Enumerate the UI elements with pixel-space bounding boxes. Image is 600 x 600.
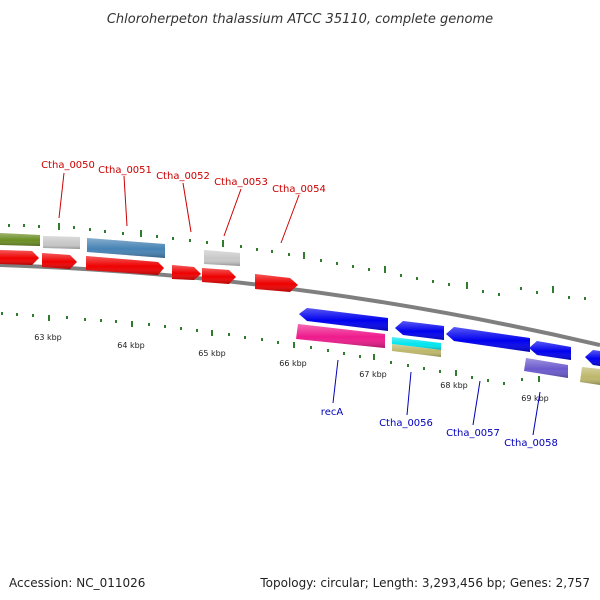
- scale-label: 68 kbp: [440, 381, 468, 390]
- gene-feature[interactable]: [395, 321, 444, 340]
- lower-gene-row: [296, 324, 600, 385]
- gene-label[interactable]: Ctha_0054: [272, 184, 326, 195]
- map-title: Chloroherpeton thalassium ATCC 35110, co…: [107, 12, 493, 27]
- topology-stats: Topology: circular; Length: 3,293,456 bp…: [259, 576, 590, 590]
- gene-feature[interactable]: [585, 350, 600, 366]
- gene-label[interactable]: Ctha_0056: [379, 418, 433, 429]
- gene-feature[interactable]: [42, 253, 77, 269]
- accession-text: Accession: NC_011026: [9, 576, 145, 590]
- gene-label[interactable]: Ctha_0050: [41, 160, 95, 171]
- upper-gene-row: [0, 233, 240, 266]
- gene-feature[interactable]: [202, 268, 236, 284]
- lower-blue-gene-row: [299, 308, 600, 366]
- gene-label[interactable]: Ctha_0057: [446, 428, 500, 439]
- label-leader: [332, 359, 339, 404]
- gene-feature[interactable]: [87, 238, 165, 258]
- gene-feature[interactable]: [529, 341, 571, 360]
- label-leader: [58, 172, 65, 219]
- gene-label[interactable]: Ctha_0051: [98, 165, 152, 176]
- gene-feature[interactable]: [296, 324, 385, 348]
- scale-label: 65 kbp: [198, 349, 226, 358]
- gene-feature[interactable]: [524, 358, 568, 378]
- scale-label: 63 kbp: [34, 333, 62, 342]
- scale-label: 66 kbp: [279, 359, 307, 368]
- gene-feature[interactable]: [43, 236, 80, 249]
- gene-label[interactable]: Ctha_0052: [156, 171, 210, 182]
- gene-label[interactable]: recA: [321, 407, 344, 418]
- gene-label[interactable]: Ctha_0058: [504, 438, 558, 449]
- outer-tick-row: [8, 223, 586, 300]
- gene-feature[interactable]: [204, 250, 240, 266]
- gene-feature[interactable]: [392, 344, 441, 357]
- gene-feature[interactable]: [580, 367, 600, 385]
- label-leader: [532, 391, 541, 436]
- gene-feature[interactable]: [255, 274, 298, 292]
- gene-label[interactable]: Ctha_0053: [214, 177, 268, 188]
- gene-feature[interactable]: [299, 308, 388, 331]
- scale-label: 64 kbp: [117, 341, 145, 350]
- gene-feature[interactable]: [0, 233, 40, 246]
- gene-feature[interactable]: [392, 337, 441, 350]
- label-leader: [123, 175, 128, 227]
- genome-backbone: [0, 263, 600, 347]
- gene-feature[interactable]: [0, 250, 39, 265]
- label-leader: [182, 182, 192, 233]
- bottom-gene-labels: recA Ctha_0056 Ctha_0057 Ctha_0058: [321, 359, 558, 449]
- scale-label: 67 kbp: [359, 370, 387, 379]
- gene-feature[interactable]: [446, 327, 530, 352]
- label-leader: [472, 380, 481, 426]
- inner-tick-row: [1, 312, 540, 385]
- label-leader: [280, 194, 300, 244]
- gene-feature[interactable]: [172, 265, 201, 280]
- upper-red-gene-row: [0, 250, 298, 292]
- label-leader: [406, 371, 412, 416]
- label-leader: [223, 188, 242, 237]
- gene-feature[interactable]: [86, 256, 164, 275]
- scale-label: 69 kbp: [521, 394, 549, 403]
- scale-labels: 63 kbp 64 kbp 65 kbp 66 kbp 67 kbp 68 kb…: [34, 333, 549, 403]
- top-gene-labels: Ctha_0050 Ctha_0051 Ctha_0052 Ctha_0053 …: [41, 160, 326, 244]
